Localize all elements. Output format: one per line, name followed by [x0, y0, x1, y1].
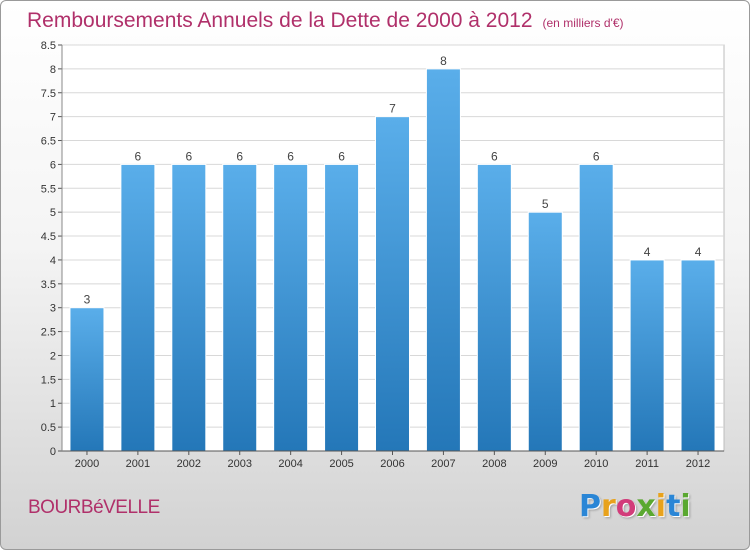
x-tick-label-2005: 2005 [329, 458, 353, 470]
bar-2011 [629, 259, 665, 452]
chart-subtitle: (en milliers d'€) [542, 16, 624, 30]
data-label-2004: 6 [287, 149, 294, 163]
x-tick-label-2000: 2000 [75, 458, 99, 470]
bar-2007 [425, 68, 461, 452]
bars [69, 68, 716, 452]
logo-letter: r [601, 489, 616, 524]
y-tick-label: 4.5 [41, 231, 56, 243]
bar-2004 [273, 163, 309, 452]
y-tick-label: 2 [50, 350, 56, 362]
data-label-2003: 6 [236, 149, 243, 163]
y-tick-label: 0 [50, 446, 56, 458]
y-tick-label: 8 [50, 64, 56, 76]
y-tick-label: 3.5 [41, 279, 56, 291]
y-tick-label: 0.5 [41, 422, 56, 434]
bar-2002 [171, 163, 207, 452]
y-axis-ticks: 0 0.5 1 1.5 2 2.5 3 3.5 4 4.5 5 5.5 6 6.5 7 7.5 8 8.5 [41, 40, 62, 458]
bar-2001 [120, 163, 156, 452]
data-labels: 3 6 6 6 6 6 7 8 6 5 6 4 4 [84, 54, 702, 307]
y-tick-label: 7.5 [41, 88, 56, 100]
data-label-2002: 6 [185, 149, 192, 163]
data-label-2006: 7 [389, 102, 396, 116]
x-tick-label-2012: 2012 [686, 458, 710, 470]
data-label-2005: 6 [338, 149, 345, 163]
y-tick-label: 3 [50, 303, 56, 315]
x-tick-label-2006: 2006 [380, 458, 404, 470]
y-tick-label: 1.5 [41, 374, 56, 386]
y-tick-label: 6 [50, 159, 56, 171]
y-tick-label: 4 [50, 255, 56, 267]
y-tick-label: 7 [50, 112, 56, 124]
proxiti-logo: Proxiti [579, 489, 691, 524]
bar-2003 [222, 163, 258, 452]
x-tick-label-2007: 2007 [431, 458, 455, 470]
bar-2008 [476, 163, 512, 452]
data-label-2011: 4 [644, 245, 651, 259]
y-tick-label: 2.5 [41, 327, 56, 339]
x-tick-label-2002: 2002 [177, 458, 201, 470]
logo-letter: P [579, 489, 601, 524]
logo-letter: x [636, 489, 656, 524]
x-axis-ticks: 2000 2001 2002 2003 2004 2005 2006 2007 2008 2009… [75, 451, 710, 470]
x-tick-label-2003: 2003 [227, 458, 251, 470]
y-tick-label: 5 [50, 207, 56, 219]
logo-letter: t [666, 489, 681, 524]
bar-2010 [578, 163, 614, 452]
bar-2000 [69, 307, 105, 452]
x-tick-label-2009: 2009 [533, 458, 557, 470]
x-tick-label-2001: 2001 [126, 458, 150, 470]
x-tick-label-2004: 2004 [278, 458, 302, 470]
bar-2009 [527, 211, 563, 452]
data-label-2008: 6 [491, 149, 498, 163]
logo-letter: i [655, 489, 667, 524]
chart-title: Remboursements Annuels de la Dette de 20… [27, 9, 624, 33]
bar-2006 [375, 116, 410, 452]
data-label-2001: 6 [135, 149, 142, 163]
data-label-2000: 3 [84, 293, 91, 307]
chart-title-text: Remboursements Annuels de la Dette de 20… [27, 9, 533, 32]
x-tick-label-2011: 2011 [635, 458, 659, 470]
logo-letter: o [615, 489, 637, 524]
x-tick-label-2008: 2008 [482, 458, 506, 470]
y-tick-label: 6.5 [41, 136, 56, 148]
data-label-2009: 5 [542, 197, 549, 211]
bar-2005 [324, 163, 360, 452]
y-tick-label: 8.5 [41, 40, 56, 52]
data-label-2012: 4 [695, 245, 702, 259]
x-tick-label-2010: 2010 [584, 458, 608, 470]
bar-2012 [680, 259, 716, 452]
logo-letter: i [680, 489, 691, 524]
data-label-2010: 6 [593, 149, 600, 163]
y-tick-label: 5.5 [41, 183, 56, 195]
data-label-2007: 8 [440, 54, 447, 68]
y-tick-label: 1 [50, 398, 56, 410]
town-name: BOURBéVELLE [28, 497, 160, 518]
